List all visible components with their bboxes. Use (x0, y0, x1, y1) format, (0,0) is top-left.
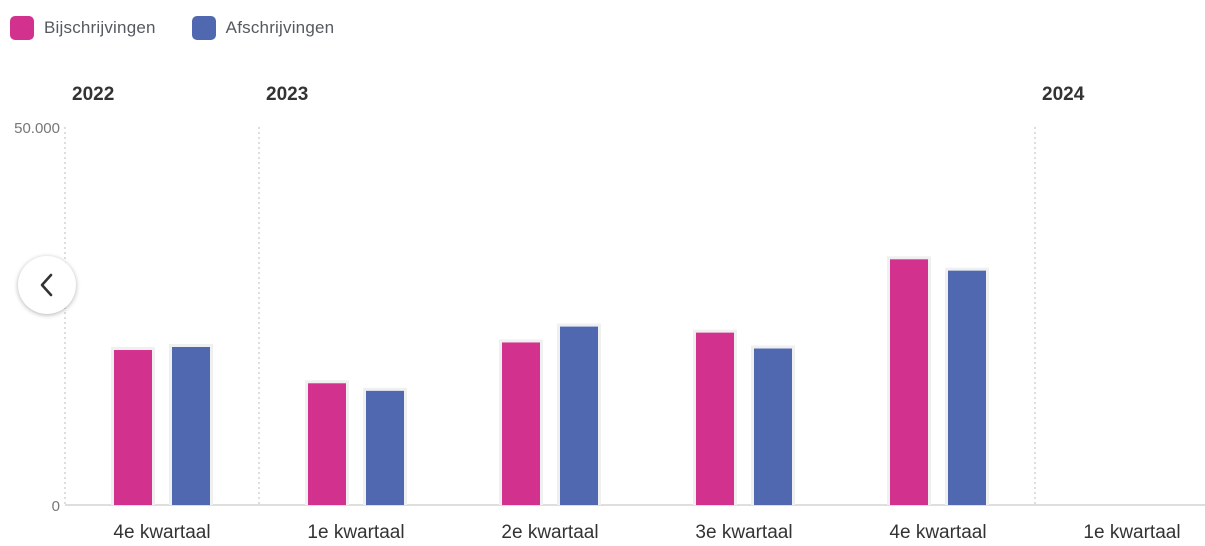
year-label-2022: 2022 (72, 84, 114, 105)
x-tick-label-4: 4e kwartaal (889, 522, 986, 543)
x-tick-label-1: 1e kwartaal (307, 522, 404, 543)
x-tick-label-2: 2e kwartaal (501, 522, 598, 543)
legend-item-bijschrijvingen[interactable]: Bijschrijvingen (10, 16, 156, 40)
year-label-2024: 2024 (1042, 84, 1085, 105)
x-tick-label-0: 4e kwartaal (113, 522, 210, 543)
bar-afschrijvingen-2 (560, 326, 598, 505)
bar-bijschrijvingen-2 (502, 342, 540, 505)
legend-label-bijschrijvingen: Bijschrijvingen (44, 18, 156, 37)
bar-afschrijvingen-3 (754, 348, 792, 505)
legend-swatch-afschrijvingen (191, 16, 216, 40)
bar-bijschrijvingen-4 (890, 259, 928, 505)
bar-afschrijvingen-4 (948, 270, 986, 505)
legend-swatch-bijschrijvingen (10, 16, 34, 40)
bar-bijschrijvingen-1 (308, 383, 346, 505)
legend-item-afschrijvingen[interactable]: Afschrijvingen (191, 16, 335, 40)
chevron-left-icon (40, 273, 53, 297)
previous-period-button[interactable] (18, 256, 76, 314)
year-label-2023: 2023 (266, 84, 308, 105)
x-tick-label-3: 3e kwartaal (695, 522, 792, 543)
bar-bijschrijvingen-3 (696, 332, 734, 505)
bar-bijschrijvingen-0 (114, 350, 152, 505)
y-tick-label-1: 50.000 (14, 120, 60, 137)
bar-afschrijvingen-0 (172, 346, 210, 505)
y-tick-label-0: 0 (52, 498, 60, 515)
legend-label-afschrijvingen: Afschrijvingen (225, 18, 335, 37)
legend: Bijschrijvingen Afschrijvingen (10, 12, 370, 44)
x-tick-label-5: 1e kwartaal (1083, 522, 1180, 543)
bar-afschrijvingen-1 (366, 390, 404, 505)
